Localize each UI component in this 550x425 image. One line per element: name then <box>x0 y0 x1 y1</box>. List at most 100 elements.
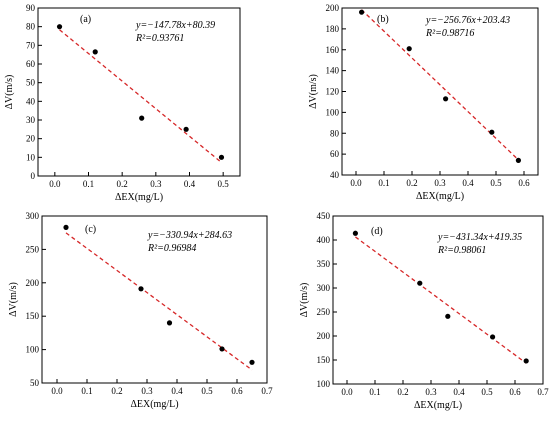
data-point <box>445 313 451 319</box>
panel-label: (d) <box>371 226 383 237</box>
y-tick-label: 200 <box>26 278 40 288</box>
y-tick-label: 150 <box>26 311 40 321</box>
x-tick-label: 0.5 <box>201 386 213 396</box>
y-tick-label: 250 <box>26 244 40 254</box>
data-point <box>92 49 98 55</box>
x-tick-label: 0.5 <box>218 179 230 189</box>
y-tick-label: 150 <box>317 355 331 365</box>
y-tick-label: 100 <box>317 379 331 389</box>
plot-frame <box>332 215 544 385</box>
x-tick-label: 0.3 <box>150 179 162 189</box>
data-point <box>359 9 365 15</box>
data-point <box>219 346 225 352</box>
data-point <box>417 280 423 286</box>
y-tick-label: 450 <box>317 211 331 221</box>
x-tick-label: 0.1 <box>83 179 94 189</box>
y-tick-label: 120 <box>326 87 340 97</box>
data-point <box>489 129 495 135</box>
x-tick-label: 0.7 <box>537 387 549 397</box>
data-point <box>138 286 144 292</box>
x-tick-label: 0.7 <box>261 386 273 396</box>
y-tick-label: 350 <box>317 259 331 269</box>
fit-r-squared: R²=0.98061 <box>437 245 486 256</box>
x-axis-label: ΔEX(mg/L) <box>115 192 163 203</box>
x-tick-label: 0.6 <box>231 386 243 396</box>
x-tick-label: 0.6 <box>518 178 530 188</box>
y-tick-label: 250 <box>317 307 331 317</box>
x-tick-label: 0.5 <box>481 387 493 397</box>
fit-equation: y=−147.78x+80.39 <box>135 20 215 31</box>
chart-panel-4: 0.0 0.1 0.2 0.3 0.4 0.5 0.6 0.7 100 150 200 250 300 3… <box>299 211 549 411</box>
y-tick-label: 400 <box>317 235 331 245</box>
data-point <box>249 359 255 365</box>
y-tick-label: 90 <box>26 3 36 13</box>
x-tick-label: 0.2 <box>117 179 128 189</box>
x-tick-label: 0.2 <box>111 386 122 396</box>
y-tick-label: 0 <box>31 171 36 181</box>
y-tick-label: 50 <box>26 78 36 88</box>
data-point <box>352 230 358 236</box>
plot-frame <box>41 215 268 384</box>
x-axis-label: ΔEX(mg/L) <box>414 400 462 411</box>
y-axis-label: ΔV(m/s) <box>4 75 15 110</box>
plot-frame <box>37 7 241 177</box>
x-axis-label: ΔEX(mg/L) <box>130 399 178 410</box>
chart-panel-2: 0.0 0.1 0.2 0.3 0.4 0.5 0.6 40 60 80 100 120 140 160 1… <box>308 3 539 202</box>
y-tick-label: 50 <box>30 378 40 388</box>
data-point <box>523 358 529 364</box>
fit-line <box>59 29 222 163</box>
y-tick-label: 80 <box>330 128 340 138</box>
y-tick-label: 20 <box>26 134 36 144</box>
x-tick-label: 0.4 <box>462 178 474 188</box>
data-point <box>443 96 449 102</box>
x-tick-label: 0.1 <box>369 387 380 397</box>
y-axis-label: ΔV(m/s) <box>8 282 19 317</box>
y-tick-label: 300 <box>317 283 331 293</box>
x-tick-label: 0.1 <box>378 178 389 188</box>
data-point <box>218 154 225 160</box>
fit-equation: y=−256.76x+203.43 <box>425 15 510 26</box>
x-tick-label: 0.5 <box>490 178 502 188</box>
y-tick-label: 40 <box>26 96 36 106</box>
y-tick-label: 60 <box>330 149 340 159</box>
fit-r-squared: R²=0.98716 <box>425 28 474 39</box>
y-axis-label: ΔV(m/s) <box>299 283 310 318</box>
fit-line <box>355 236 527 364</box>
x-tick-label: 0.4 <box>453 387 465 397</box>
data-point <box>139 115 145 121</box>
data-point <box>183 126 189 132</box>
y-axis-label: ΔV(m/s) <box>308 74 319 109</box>
data-point <box>63 224 69 230</box>
y-tick-label: 60 <box>26 59 36 69</box>
panel-label: (c) <box>85 224 96 235</box>
x-tick-label: 0.3 <box>434 178 446 188</box>
y-tick-label: 100 <box>326 107 340 117</box>
x-tick-label: 0.4 <box>171 386 183 396</box>
fit-equation: y=−330.94x+284.63 <box>147 230 232 241</box>
y-tick-label: 100 <box>26 345 40 355</box>
x-tick-label: 0.0 <box>350 178 362 188</box>
fit-equation: y=−431.34x+419.35 <box>437 232 522 243</box>
data-point <box>56 24 63 30</box>
panel-label: (b) <box>377 14 389 25</box>
x-tick-label: 0.4 <box>184 179 196 189</box>
y-tick-label: 30 <box>26 115 36 125</box>
data-point <box>406 46 412 52</box>
y-tick-label: 140 <box>326 66 340 76</box>
x-tick-label: 0.0 <box>51 386 63 396</box>
panel-label: (a) <box>80 14 91 25</box>
y-tick-label: 300 <box>26 211 40 221</box>
data-point <box>515 157 522 163</box>
x-tick-label: 0.0 <box>341 387 353 397</box>
y-tick-label: 200 <box>326 3 340 13</box>
x-tick-label: 0.1 <box>81 386 92 396</box>
y-tick-label: 70 <box>26 40 36 50</box>
y-tick-label: 80 <box>26 22 36 32</box>
data-point <box>166 320 173 326</box>
data-point <box>490 334 496 340</box>
x-tick-label: 0.0 <box>49 179 61 189</box>
x-tick-label: 0.3 <box>425 387 437 397</box>
chart-panel-1: 0.0 0.1 0.2 0.3 0.4 0.5 0 10 20 30 40 50 60 70 80 90 ΔEX… <box>4 3 241 203</box>
y-tick-label: 10 <box>26 152 36 162</box>
